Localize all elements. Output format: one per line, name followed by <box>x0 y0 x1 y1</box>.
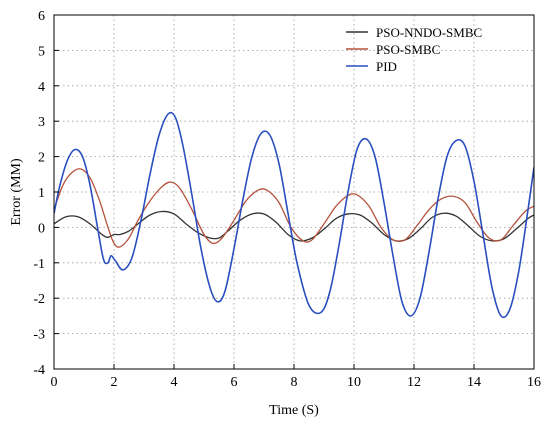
legend-label: PID <box>376 59 397 74</box>
x-tick-label: 4 <box>171 375 178 390</box>
y-tick-label: 5 <box>38 44 45 59</box>
x-tick-label: 14 <box>467 375 481 390</box>
x-axis-title: Time (S) <box>269 403 319 418</box>
y-tick-label: 0 <box>38 221 45 236</box>
y-axis-title: Error (MM) <box>9 158 24 226</box>
legend-label: PSO-SMBC <box>376 42 440 57</box>
y-tick-label: 3 <box>38 115 45 130</box>
y-tick-label: 2 <box>38 151 45 166</box>
y-tick-label: -2 <box>33 292 45 307</box>
y-tick-label: 4 <box>38 80 45 95</box>
series-line-pso-nndo-smbc <box>54 210 534 242</box>
x-tick-label: 2 <box>111 375 118 390</box>
y-tick-label: 6 <box>38 9 45 24</box>
y-tick-label: -4 <box>33 363 45 378</box>
grid <box>54 15 534 369</box>
series-layer <box>54 111 534 319</box>
legend-label: PSO-NNDO-SMBC <box>376 25 482 40</box>
series-line-pso-smbc <box>54 168 534 248</box>
x-tick-label: 16 <box>527 375 541 390</box>
y-tick-label: 1 <box>38 186 45 201</box>
x-tick-label: 8 <box>291 375 298 390</box>
x-tick-label: 6 <box>231 375 238 390</box>
x-tick-label: 0 <box>51 375 58 390</box>
x-tick-label: 12 <box>407 375 421 390</box>
y-tick-label: -1 <box>33 257 45 272</box>
legend: PSO-NNDO-SMBC PSO-SMBC PID <box>346 25 482 74</box>
x-tick-label: 10 <box>347 375 361 390</box>
series-line-pid <box>54 111 534 319</box>
y-tick-label: -3 <box>33 328 45 343</box>
